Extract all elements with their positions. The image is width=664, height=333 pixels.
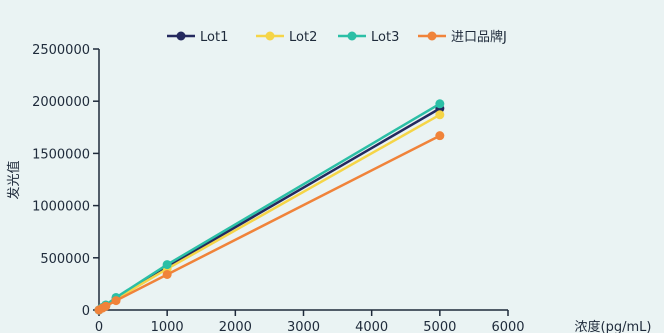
legend-label: Lot2 [289, 30, 317, 45]
x-ticks: 0 1000 2000 3000 4000 5000 6000 [95, 310, 525, 333]
x-tick-label: 6000 [491, 320, 524, 333]
x-tick-label: 3000 [287, 320, 320, 333]
axes: 0 500000 1000000 1500000 2000000 2500000 0 100… [32, 43, 524, 333]
x-tick-label: 2000 [219, 320, 252, 333]
legend-item: 进口品牌J [418, 29, 507, 45]
legend-swatch-marker [427, 31, 437, 41]
legend-swatch-marker [265, 31, 275, 41]
legend-label: Lot3 [371, 30, 399, 45]
legend-label: Lot1 [200, 30, 228, 45]
x-tick-label: 5000 [423, 320, 456, 333]
series-group [94, 99, 445, 315]
x-tick-label: 0 [95, 320, 103, 333]
series-4 [94, 131, 445, 315]
x-tick-label: 4000 [355, 320, 388, 333]
data-point [111, 296, 121, 306]
data-point [435, 131, 445, 141]
y-tick-label: 0 [82, 304, 90, 319]
data-point [435, 110, 445, 120]
x-axis-title: 浓度(pg/mL) [575, 319, 652, 333]
data-point [435, 99, 445, 109]
series-line [98, 113, 441, 312]
legend-item: Lot2 [256, 30, 317, 45]
data-point [162, 270, 172, 280]
legend-swatch-marker [176, 31, 186, 41]
data-point [101, 301, 111, 311]
legend-item: Lot1 [167, 30, 228, 45]
legend: Lot1 Lot2 Lot3 进口品牌J [167, 29, 507, 45]
series-line [98, 134, 441, 312]
y-tick-label: 2500000 [32, 43, 90, 58]
legend-label: 进口品牌J [451, 29, 507, 45]
y-tick-label: 1500000 [32, 147, 90, 162]
legend-item: Lot3 [338, 30, 399, 45]
y-tick-label: 2000000 [32, 95, 90, 110]
series-1 [94, 104, 445, 315]
y-axis-title: 发光值 [6, 160, 22, 199]
y-tick-label: 1000000 [32, 200, 90, 215]
legend-swatch-marker [347, 31, 357, 41]
x-tick-label: 1000 [151, 320, 184, 333]
data-point [162, 260, 172, 270]
y-ticks: 0 500000 1000000 1500000 2000000 2500000 [32, 43, 99, 319]
y-tick-label: 500000 [40, 252, 90, 267]
